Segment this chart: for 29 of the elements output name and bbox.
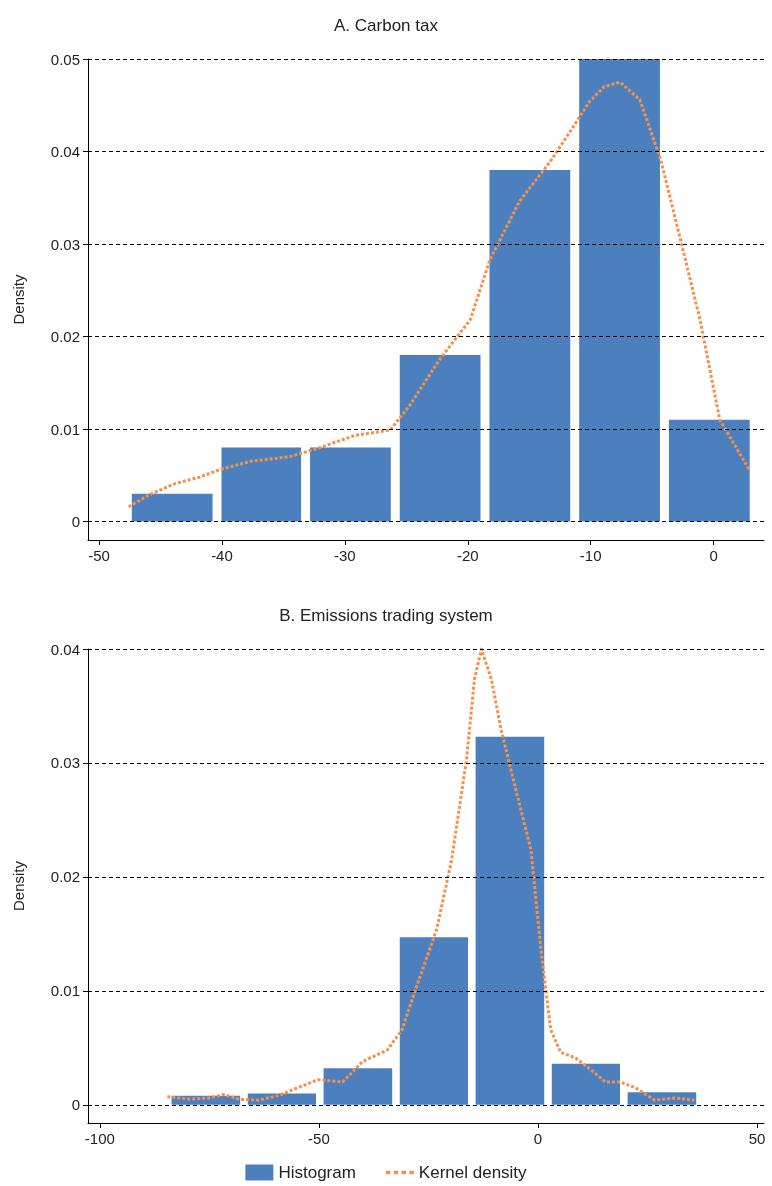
y-tick-label: 0.05	[50, 50, 80, 68]
x-tick-label: -10	[579, 547, 602, 564]
y-tick-label: 0.04	[50, 640, 80, 658]
y-tick-label: 0	[71, 513, 80, 530]
legend-label: Histogram	[278, 1163, 356, 1182]
x-tick-label: 0	[709, 547, 718, 564]
y-tick-label: 0	[71, 1096, 80, 1114]
x-tick-label: -50	[308, 1130, 330, 1147]
y-axis-title: Density	[10, 860, 27, 912]
x-tick-label: -30	[334, 547, 356, 564]
y-axis-title: Density	[10, 274, 27, 325]
y-tick-label: 0.01	[50, 982, 80, 1000]
y-tick-label: 0.02	[50, 328, 80, 345]
x-tick-label: -20	[456, 547, 479, 564]
y-tick-label: 0.01	[50, 420, 80, 438]
y-tick-label: 0.03	[50, 754, 80, 772]
x-tick-label: 0	[533, 1130, 543, 1147]
x-tick-label: 50	[748, 1130, 766, 1147]
y-tick-label: 0.02	[50, 868, 80, 886]
x-tick-label: -100	[84, 1130, 115, 1147]
y-tick-label: 0.04	[50, 143, 80, 160]
line-series	[165, 647, 696, 1102]
legend-label: Kernel density	[418, 1163, 528, 1182]
x-tick-label: -50	[88, 547, 110, 564]
chart-title: B. Emissions trading system	[279, 606, 493, 625]
chart-title: A. Carbon tax	[334, 16, 439, 35]
y-tick-label: 0.03	[50, 235, 80, 253]
line-series	[127, 80, 751, 509]
x-tick-label: -40	[211, 547, 233, 564]
